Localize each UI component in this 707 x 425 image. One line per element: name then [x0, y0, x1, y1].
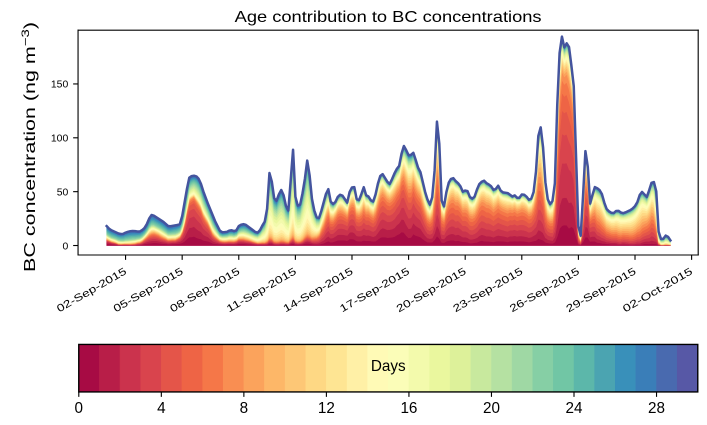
- svg-text:150: 150: [51, 80, 69, 91]
- svg-text:0: 0: [75, 400, 84, 417]
- svg-text:20: 20: [483, 400, 500, 417]
- svg-text:28: 28: [648, 400, 665, 417]
- svg-text:16: 16: [400, 400, 417, 417]
- svg-text:50: 50: [57, 187, 69, 198]
- svg-text:4: 4: [157, 400, 166, 417]
- svg-text:Days: Days: [371, 358, 406, 375]
- svg-text:8: 8: [240, 400, 248, 417]
- svg-text:Age contribution to BC concent: Age contribution to BC concentrations: [235, 9, 542, 26]
- svg-text:BC concentration (ng m−3): BC concentration (ng m−3): [20, 22, 39, 272]
- svg-text:0: 0: [62, 241, 68, 252]
- svg-text:100: 100: [51, 134, 69, 145]
- svg-text:24: 24: [566, 400, 583, 417]
- svg-text:12: 12: [318, 400, 335, 417]
